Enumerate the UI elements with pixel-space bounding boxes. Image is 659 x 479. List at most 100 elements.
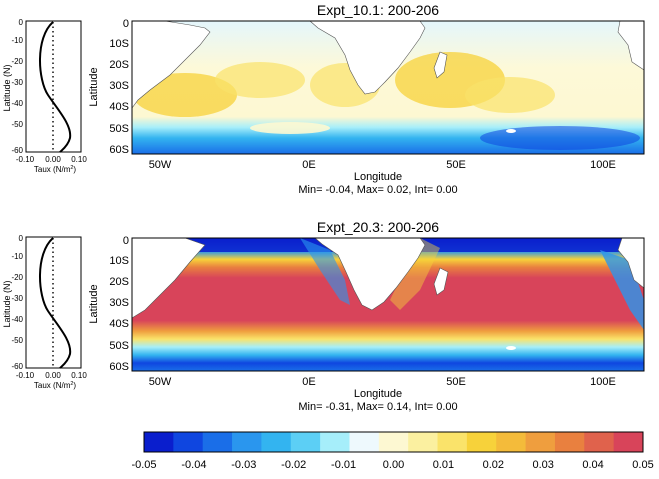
colorbar-cell [584,432,615,452]
colorbar-cell [525,432,556,452]
profile-x-tick: -0.10 [16,155,35,164]
profile-x-tick: 0.10 [71,371,87,380]
anomaly-region [133,73,237,117]
colorbar-label: -0.02 [281,459,306,471]
lon-tick: 0E [302,376,315,388]
colorbar-label: 0.01 [433,459,454,471]
lat-tick: 50S [109,340,129,352]
anomaly-region [250,122,330,134]
map-panel-top: Expt_10.1: 200-206 0 10S 20S 30S 40S 50S… [88,2,645,196]
land-africa [314,237,426,311]
profile-plot-bottom: 0 -10 -20 -30 -40 -50 -60 -0.10 0.00 0.1… [2,234,87,390]
colorbar-cell [613,432,644,452]
profile-y-tick: -20 [11,273,23,282]
colorbar-frame [143,431,644,453]
anomaly-region [390,238,440,310]
taux-profile-curve [39,21,72,153]
anomaly-region [215,62,305,98]
colorbar-cell [290,432,321,452]
profile-y-tick: -50 [11,120,23,129]
map-frame [131,20,645,155]
colorbar-label: 0.03 [532,459,553,471]
land-island [506,129,516,133]
colorbar-label: 0.02 [483,459,504,471]
colorbar-cell [378,432,409,452]
colorbar-cell [261,432,292,452]
profile-x-tick: 0.10 [71,155,87,164]
land-madagascar [433,51,448,79]
lon-tick: 50W [149,159,172,171]
lat-tick: 30S [109,80,129,92]
profile-y-tick: -30 [11,294,23,303]
colorbar-cell [202,432,233,452]
colorbar-cell [173,432,204,452]
colorbar-label: 0.04 [582,459,603,471]
lat-tick: 20S [109,59,129,71]
lat-tick: 60S [109,144,129,156]
map-panel-bottom: Expt_20.3: 200-206 0 10S 20S 30S 40S 50S… [88,219,645,413]
lat-tick: 10S [109,38,129,50]
profile-y-label: Latitude (N) [2,280,12,327]
lat-tick: 0 [123,18,129,30]
colorbar: -0.05 -0.04 -0.03 -0.02 -0.01 0.00 0.01 0.02 0.0… [131,431,654,471]
colorbar-label: -0.03 [231,459,256,471]
land-island [506,346,516,350]
lat-tick: 40S [109,101,129,113]
profile-x-label: Taux (N/m2) [34,165,77,174]
profile-frame [25,236,82,369]
profile-frame [25,20,82,153]
colorbar-cell [408,432,439,452]
colorbar-cell [232,432,262,452]
lat-tick: 0 [123,235,129,247]
land-south-america [131,20,211,109]
profile-y-tick: -40 [11,99,23,108]
taux-profile-curve [39,237,72,369]
land-south-america [131,237,206,319]
map-x-label: Longitude [354,388,402,400]
land-africa [309,20,426,95]
land-madagascar [433,267,449,296]
lat-tick: 10S [109,255,129,267]
profile-x-label: Taux (N/m2) [34,381,77,390]
colorbar-cell [144,432,174,452]
colorbar-cell [496,432,527,452]
profile-x-tick: 0.00 [45,155,61,164]
profile-y-tick: 0 [19,18,24,27]
profile-plot-top: 0 -10 -20 -30 -40 -50 -60 -0.10 0.00 0.1… [2,18,87,174]
colorbar-cell [349,432,380,452]
lon-tick: 50E [446,159,466,171]
lon-tick: 100E [590,159,616,171]
lat-tick: 60S [109,361,129,373]
profile-y-tick: 0 [19,234,24,243]
profile-y-label: Latitude (N) [2,64,12,111]
colorbar-cell [320,432,350,452]
profile-x-tick: 0.00 [45,371,61,380]
colorbar-label: -0.04 [181,459,206,471]
profile-y-tick: -50 [11,336,23,345]
profile-y-tick: -60 [11,146,23,155]
map-y-label: Latitude [88,67,100,106]
colorbar-cell [437,432,468,452]
colorbar-cell [466,432,497,452]
lat-tick: 50S [109,123,129,135]
colorbar-label: 0.05 [632,459,653,471]
colorbar-cells [144,432,644,452]
colorbar-labels: -0.05 -0.04 -0.03 -0.02 -0.01 0.00 0.01 0.02 0.0… [131,459,653,471]
lat-tick: 20S [109,276,129,288]
colorbar-label: -0.05 [131,459,156,471]
profile-y-tick: -10 [11,252,23,261]
map-x-label: Longitude [354,171,402,183]
map-stats: Min= -0.04, Max= 0.02, Int= 0.00 [298,184,457,196]
map-stats: Min= -0.31, Max= 0.14, Int= 0.00 [298,401,457,413]
map-title: Expt_20.3: 200-206 [317,219,439,235]
colorbar-label: 0.00 [383,459,404,471]
anomaly-region [465,77,555,113]
lon-tick: 50W [149,376,172,388]
profile-y-tick: -10 [11,36,23,45]
lon-tick: 100E [590,376,616,388]
lat-tick: 40S [109,318,129,330]
lon-tick: 0E [302,159,315,171]
profile-y-tick: -40 [11,315,23,324]
profile-x-tick: -0.10 [16,371,35,380]
